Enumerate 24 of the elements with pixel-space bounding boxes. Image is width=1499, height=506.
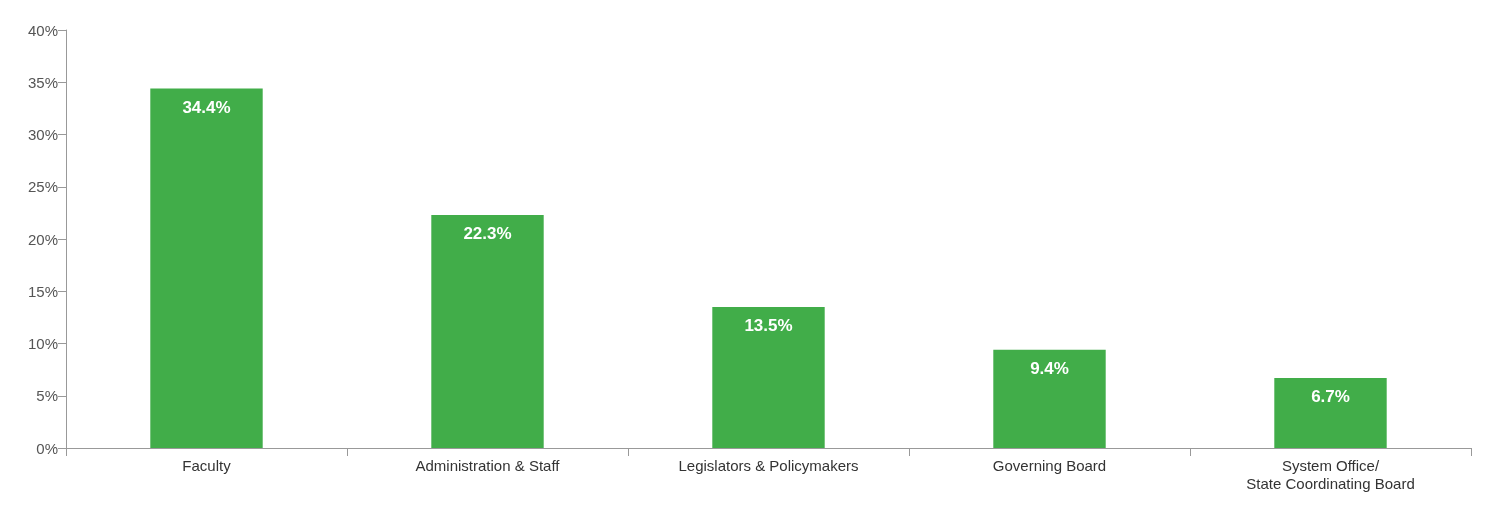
data-label: 6.7% <box>1311 386 1350 406</box>
y-tick-label: 25% <box>27 178 58 196</box>
bar <box>712 306 825 448</box>
bar <box>150 88 263 448</box>
data-label: 13.5% <box>744 315 793 335</box>
y-tick-label: 15% <box>27 282 58 300</box>
y-tick-label: 40% <box>27 21 58 39</box>
data-label: 9.4% <box>1030 358 1069 378</box>
x-tick-label: Faculty <box>182 456 232 474</box>
x-tick-label: Administration & Staff <box>415 456 561 474</box>
x-tick-label: Governing Board <box>992 456 1107 474</box>
y-tick-label: 5% <box>36 387 58 405</box>
y-tick-label: 35% <box>27 73 58 91</box>
y-tick-label: 30% <box>27 126 58 143</box>
data-label: 22.3% <box>463 223 512 243</box>
y-tick-label: 10% <box>27 335 58 352</box>
bar <box>993 349 1106 448</box>
bar <box>1274 377 1387 448</box>
x-tick-label: Legislators & Policymakers <box>678 456 859 474</box>
bar <box>431 214 544 448</box>
data-label: 34.4% <box>182 97 231 117</box>
x-tick-label: System Office/ State Coordinating Board <box>1246 456 1415 492</box>
y-tick-label: 0% <box>36 439 58 457</box>
y-tick-label: 20% <box>27 230 58 248</box>
